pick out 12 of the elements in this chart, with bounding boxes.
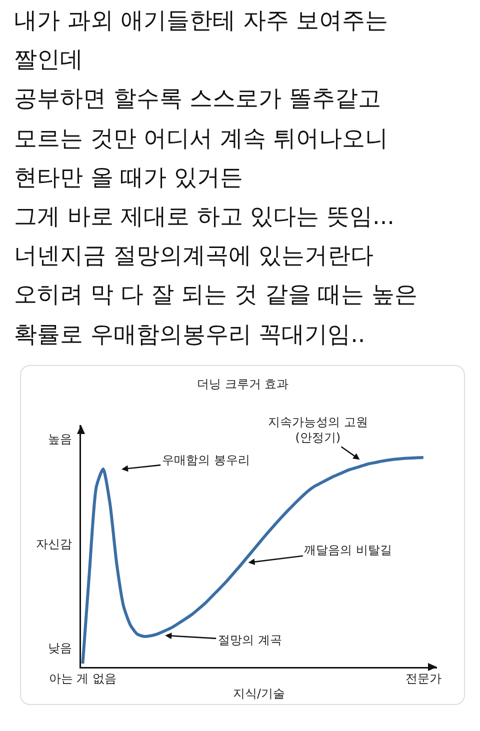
x-axis-title: 지식/기술 xyxy=(232,686,286,700)
annotation: 우매함의 봉우리 xyxy=(162,453,250,467)
chart-subtitle: 더닝 크루거 효과 xyxy=(197,377,289,391)
text: 높음 xyxy=(48,432,72,446)
x-tick-label: 전문가 xyxy=(405,672,442,686)
text: 지속가능성의 고원 (안정기) xyxy=(268,415,368,445)
annotation: 절망의 계곡 xyxy=(218,633,282,647)
annotation: 깨달음의 비탈길 xyxy=(304,543,392,557)
text: 낮음 xyxy=(48,641,72,655)
chart-title: 내가 과외 애기들한테 자주 보여주는 짤인데 공부하면 할수록 스스로가 똘추같고 모르는 것만 어디서 계속 튀어나오니 현타만 올 때가 있거든 그게 바로 제대로 하고 있다는 뜻임... 너넨지금 절망의계곡에 있는거란다 오히려 막 다 잘 되는 것 같을 때는 높은 확률로 우매함의봉우리 꼭대기임.. xyxy=(14,8,418,348)
x-tick-label: 아는 게 없음 xyxy=(48,672,117,686)
y-axis-title: 자신감 xyxy=(36,537,72,551)
